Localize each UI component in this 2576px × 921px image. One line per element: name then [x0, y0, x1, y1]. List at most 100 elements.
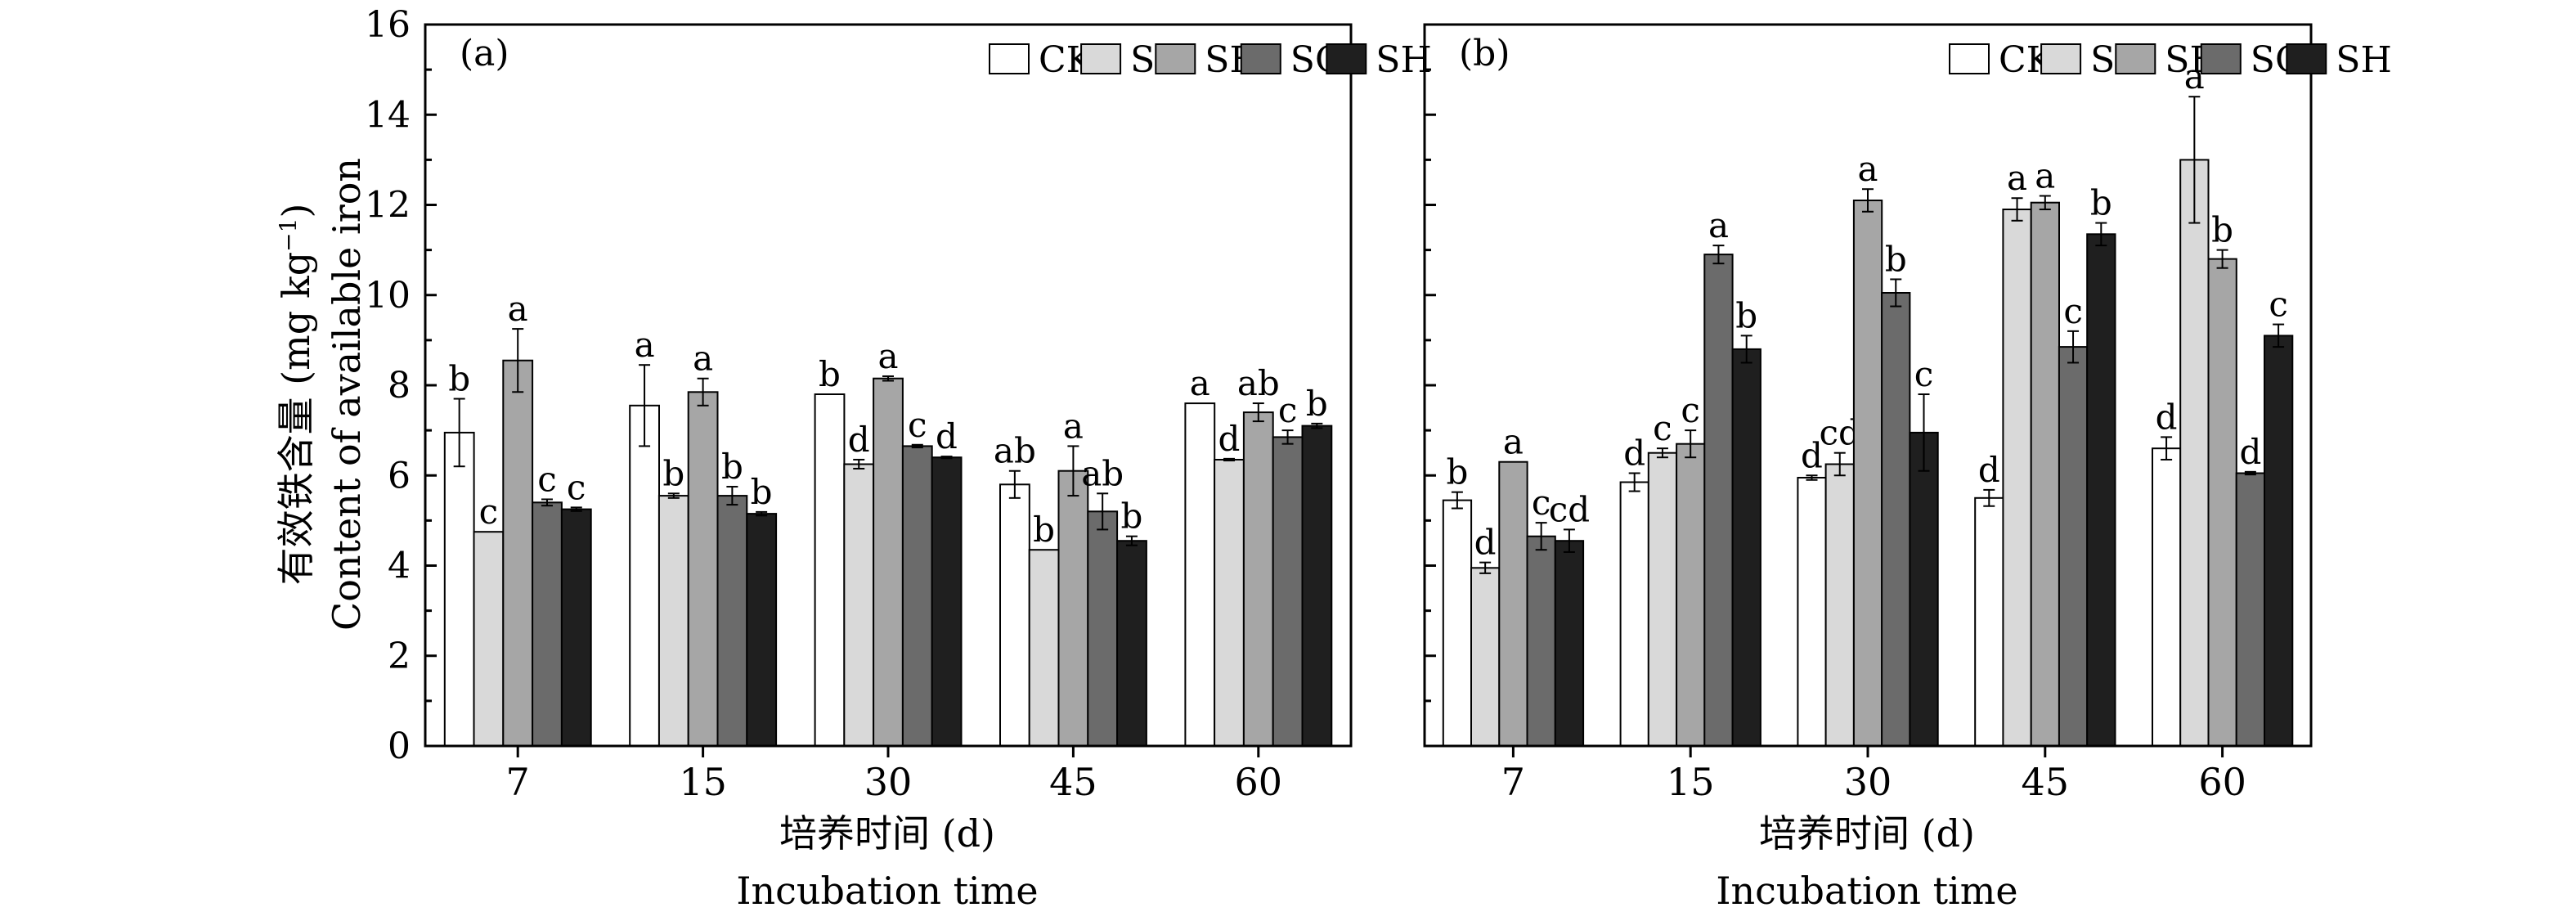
significance-letter-S-7: c: [479, 492, 499, 532]
significance-letter-SG-7: c: [537, 460, 557, 500]
significance-letter-SH-15: b: [1735, 295, 1757, 335]
bar-SF-15: [1676, 443, 1706, 747]
bar-SG-30: [1881, 292, 1911, 747]
bar-CK-15: [1619, 481, 1649, 747]
y-tick-label-8: 8: [388, 365, 411, 407]
x-tick-label-15: 15: [679, 760, 727, 804]
bar-SH-7: [1554, 540, 1585, 748]
significance-letter-SH-15: b: [751, 472, 773, 512]
bar-SG-15: [1703, 254, 1734, 748]
bar-S-45: [1028, 549, 1060, 748]
x-tick-label-30: 30: [1844, 760, 1892, 804]
significance-letter-SF-7: a: [1503, 422, 1524, 462]
significance-letter-SH-60: c: [2269, 285, 2288, 325]
bar-CK-60: [2152, 447, 2182, 747]
significance-letter-SF-45: a: [2035, 156, 2055, 196]
bar-SF-30: [873, 377, 904, 747]
bar-SH-60: [2264, 335, 2294, 747]
significance-letter-CK-15: a: [635, 325, 655, 365]
x-tick-label-15: 15: [1667, 760, 1715, 804]
x-axis-label-en-a: Incubation time: [736, 869, 1038, 913]
bar-SH-15: [1731, 348, 1761, 747]
significance-letter-SG-45: ab: [1081, 453, 1124, 493]
significance-letter-SG-60: d: [2239, 432, 2261, 472]
significance-letter-SF-15: a: [693, 339, 713, 379]
significance-letter-S-45: b: [1033, 510, 1055, 550]
significance-letter-S-60: d: [1218, 419, 1241, 459]
bar-SG-45: [2058, 346, 2089, 747]
significance-letter-CK-60: a: [1190, 363, 1210, 403]
legend-label-S: S: [2090, 39, 2115, 81]
bar-S-7: [1470, 567, 1501, 747]
significance-letter-SF-60: b: [2211, 210, 2233, 250]
significance-letter-SH-7: cd: [1549, 489, 1590, 529]
x-axis-label-en-b: Incubation time: [1716, 869, 2017, 913]
significance-letter-CK-30: d: [1801, 435, 1823, 475]
y-tick-label-10: 10: [365, 275, 411, 317]
x-tick-label-7: 7: [1501, 760, 1525, 804]
significance-letter-CK-7: b: [1446, 452, 1468, 492]
significance-letter-S-30: d: [848, 420, 870, 460]
legend-swatch-S: [2040, 43, 2082, 74]
bar-SG-45: [1087, 510, 1119, 747]
significance-letter-CK-7: b: [448, 359, 470, 399]
x-axis-label-cn-b: 培养时间 (d): [1759, 811, 1975, 856]
significance-letter-SH-30: d: [936, 416, 958, 456]
significance-letter-S-7: d: [1474, 523, 1497, 563]
bar-SF-15: [687, 391, 719, 747]
bar-CK-45: [999, 483, 1030, 747]
bar-SG-7: [1526, 535, 1556, 747]
x-tick-label-60: 60: [2198, 760, 2246, 804]
significance-letter-SF-30: a: [1857, 149, 1878, 189]
bar-SF-30: [1852, 200, 1883, 747]
significance-letter-SG-30: c: [908, 405, 927, 445]
y-tick-label-2: 2: [388, 636, 411, 677]
bar-SH-15: [746, 513, 778, 747]
significance-letter-SH-45: b: [2090, 183, 2112, 223]
significance-letter-SF-45: a: [1063, 406, 1084, 446]
significance-letter-SH-30: c: [1914, 354, 1934, 394]
significance-letter-SG-45: c: [2063, 291, 2083, 331]
significance-letter-CK-15: d: [1623, 434, 1645, 474]
bar-S-60: [2179, 159, 2210, 747]
bar-SH-60: [1301, 425, 1333, 747]
y-tick-label-14: 14: [365, 94, 411, 136]
significance-letter-SH-7: c: [567, 467, 586, 507]
bar-CK-15: [629, 404, 661, 747]
bar-S-7: [473, 531, 505, 747]
bar-CK-30: [814, 393, 846, 747]
x-tick-label-45: 45: [2022, 760, 2070, 804]
bar-CK-7: [443, 431, 475, 748]
bar-S-45: [2002, 209, 2032, 747]
y-tick-label-16: 16: [365, 4, 411, 46]
significance-letter-CK-45: ab: [994, 431, 1036, 471]
y-tick-label-4: 4: [388, 546, 411, 587]
x-tick-label-45: 45: [1049, 760, 1097, 804]
significance-letter-SH-45: b: [1120, 496, 1142, 537]
bar-SH-7: [560, 508, 592, 747]
bar-CK-60: [1184, 402, 1216, 747]
bar-CK-7: [1442, 499, 1473, 747]
significance-letter-SF-60: ab: [1237, 363, 1280, 403]
panel-label: (a): [460, 33, 509, 74]
bar-SH-45: [1116, 540, 1147, 748]
x-axis-label-cn-a: 培养时间 (d): [779, 811, 995, 856]
y-axis-label-cn: 有效铁含量 (mg kg−1): [274, 204, 318, 586]
significance-letter-SF-30: a: [877, 336, 898, 376]
bar-S-15: [1647, 452, 1678, 747]
significance-letter-SG-60: c: [1278, 390, 1298, 430]
legend-swatch-SF: [1155, 43, 1196, 74]
significance-letter-S-45: a: [2007, 158, 2027, 198]
bar-SF-60: [2207, 258, 2237, 748]
bar-S-30: [843, 463, 875, 747]
x-tick-label-7: 7: [506, 760, 530, 804]
bar-SH-45: [2086, 233, 2116, 747]
significance-letter-S-15: c: [1653, 408, 1672, 448]
bar-SG-7: [532, 501, 563, 747]
legend-swatch-SG: [1240, 43, 1281, 74]
bar-SG-30: [901, 445, 933, 748]
legend-swatch-CK: [989, 43, 1030, 74]
